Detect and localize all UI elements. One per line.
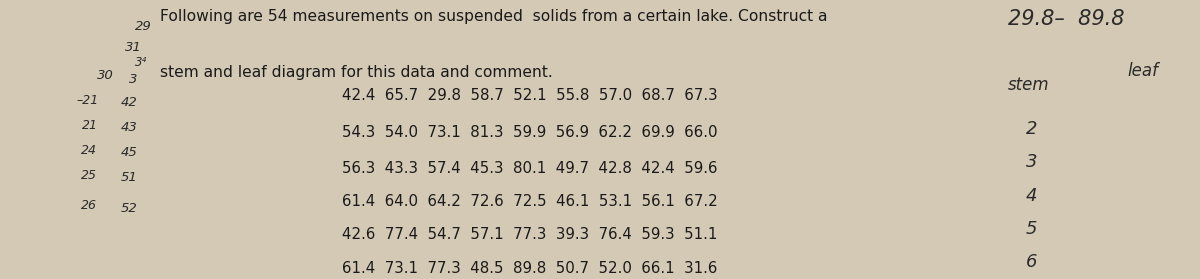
Text: 2: 2 [1026,120,1037,138]
Text: 43: 43 [120,121,137,134]
Text: 51: 51 [120,171,137,184]
Text: 24: 24 [82,144,97,157]
Text: 31: 31 [125,41,142,54]
Text: 26: 26 [82,199,97,212]
Text: 25: 25 [82,169,97,182]
Text: 52: 52 [120,202,137,215]
Text: 29.8–  89.8: 29.8– 89.8 [1008,9,1124,29]
Text: 61.4  64.0  64.2  72.6  72.5  46.1  53.1  56.1  67.2: 61.4 64.0 64.2 72.6 72.5 46.1 53.1 56.1 … [342,194,718,209]
Text: 42.6  77.4  54.7  57.1  77.3  39.3  76.4  59.3  51.1: 42.6 77.4 54.7 57.1 77.3 39.3 76.4 59.3 … [342,227,718,242]
Text: 3: 3 [128,73,137,86]
Text: 3⁴: 3⁴ [134,56,148,69]
Text: stem: stem [1008,76,1049,94]
Text: Following are 54 measurements on suspended  solids from a certain lake. Construc: Following are 54 measurements on suspend… [160,9,828,24]
Text: 42: 42 [120,97,137,109]
Text: 5: 5 [1026,220,1037,238]
Text: 61.4  73.1  77.3  48.5  89.8  50.7  52.0  66.1  31.6: 61.4 73.1 77.3 48.5 89.8 50.7 52.0 66.1 … [342,261,718,276]
Text: 4: 4 [1026,187,1037,205]
Text: stem and leaf diagram for this data and comment.: stem and leaf diagram for this data and … [160,64,553,80]
Text: 6: 6 [1026,253,1037,271]
Text: 54.3  54.0  73.1  81.3  59.9  56.9  62.2  69.9  66.0: 54.3 54.0 73.1 81.3 59.9 56.9 62.2 69.9 … [342,124,718,140]
Text: 21: 21 [82,119,98,132]
Text: 56.3  43.3  57.4  45.3  80.1  49.7  42.8  42.4  59.6: 56.3 43.3 57.4 45.3 80.1 49.7 42.8 42.4 … [342,161,718,175]
Text: 42.4  65.7  29.8  58.7  52.1  55.8  57.0  68.7  67.3: 42.4 65.7 29.8 58.7 52.1 55.8 57.0 68.7 … [342,88,718,104]
Text: 3: 3 [1026,153,1037,171]
Text: 30: 30 [96,69,113,82]
Text: 29: 29 [134,20,151,33]
Text: leaf: leaf [1127,62,1158,80]
Text: –21: –21 [77,94,98,107]
Text: 45: 45 [120,146,137,159]
